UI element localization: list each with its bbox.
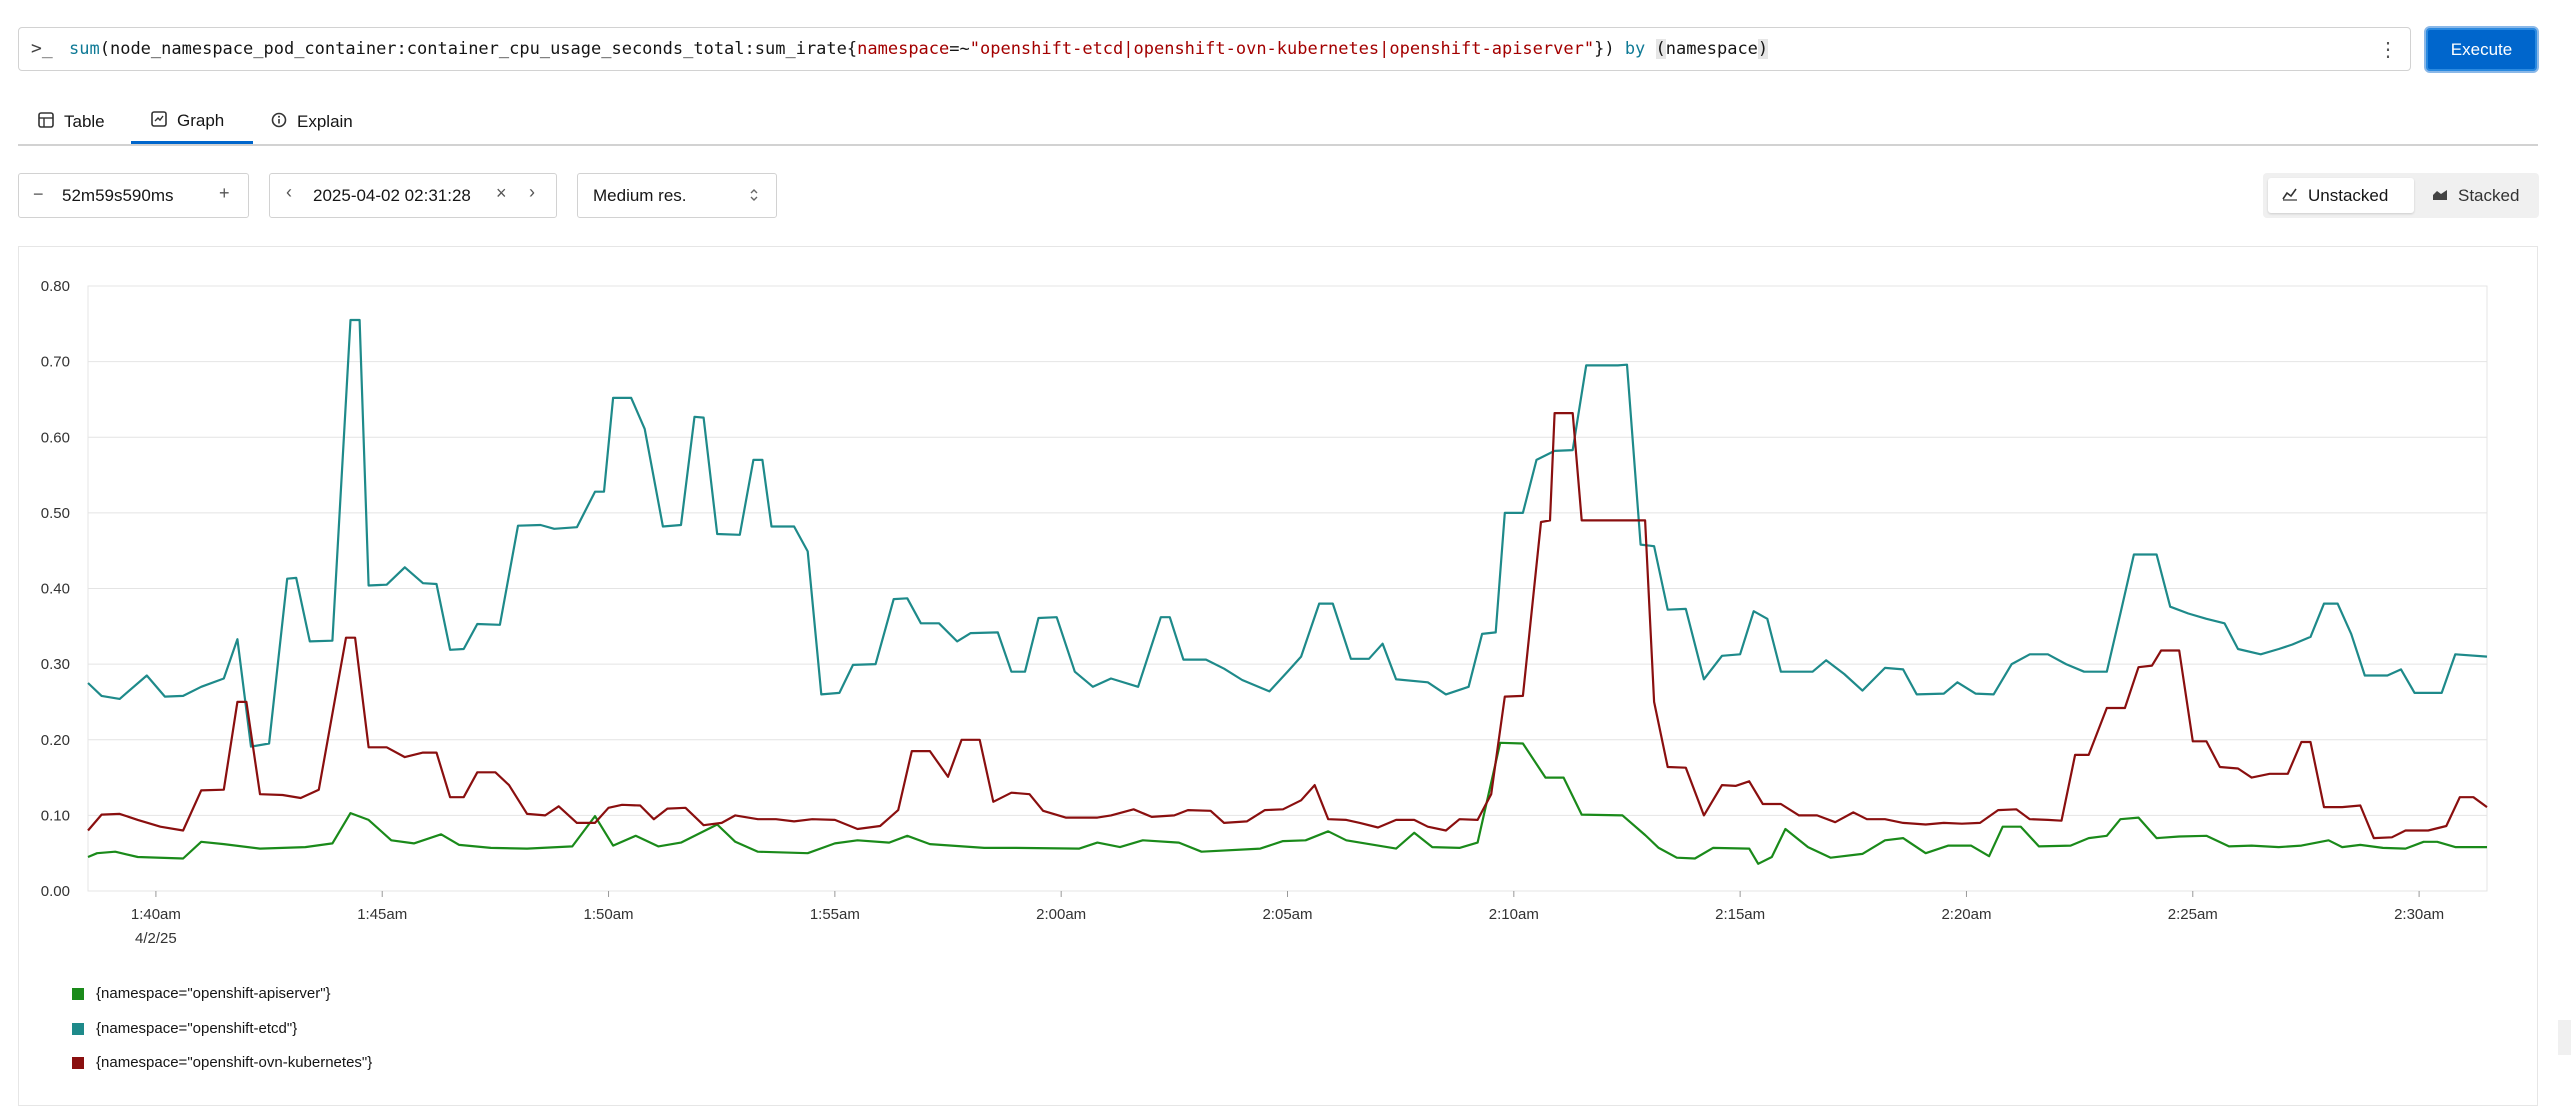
y-tick-label: 0.00 — [41, 883, 70, 900]
end-time-input: ‹ 2025-04-02 02:31:28 × › — [269, 173, 557, 218]
legend-label-etcd: {namespace="openshift-etcd"} — [96, 1020, 298, 1037]
query-label-value: "openshift-etcd|openshift-ovn-kubernetes… — [969, 39, 1595, 59]
legend-label-ovn: {namespace="openshift-ovn-kubernetes"} — [96, 1054, 373, 1071]
graph-icon — [151, 110, 167, 131]
range-increase-button[interactable]: + — [219, 183, 230, 203]
query-group-label: namespace — [1665, 39, 1758, 59]
series-line-apiserver — [87, 741, 2487, 865]
y-tick-label: 0.30 — [41, 656, 70, 673]
end-time-next-button[interactable]: › — [529, 182, 535, 202]
x-tick-label: 1:55am — [810, 906, 860, 923]
end-time-clear-button[interactable]: × — [496, 183, 507, 203]
tab-graph-label: Graph — [177, 110, 225, 130]
series-line-etcd — [87, 318, 2488, 748]
legend-item-apiserver[interactable]: {namespace="openshift-apiserver"} — [72, 985, 331, 1002]
x-tick-label: 2:30am — [2394, 906, 2444, 923]
legend-item-ovn[interactable]: {namespace="openshift-ovn-kubernetes"} — [72, 1054, 372, 1071]
x-tick-label: 2:25am — [2168, 906, 2218, 923]
query-metric: node_namespace_pod_container:container_c… — [109, 39, 847, 59]
end-time-prev-button[interactable]: ‹ — [286, 182, 292, 202]
range-decrease-button[interactable]: − — [33, 184, 44, 204]
y-tick-label: 0.40 — [41, 581, 70, 598]
query-by-keyword: by — [1624, 39, 1646, 59]
info-icon — [271, 112, 287, 132]
stacking-toggle: Unstacked Stacked — [2263, 173, 2539, 218]
x-tick-label: 2:10am — [1489, 906, 1539, 923]
unstacked-icon — [2282, 186, 2298, 206]
y-tick-label: 0.20 — [41, 732, 70, 749]
legend-swatch-apiserver — [72, 987, 84, 1000]
x-tick-label: 1:40am — [131, 906, 181, 923]
query-expression[interactable]: sum(node_namespace_pod_container:contain… — [69, 39, 1769, 59]
y-tick-label: 0.70 — [41, 354, 70, 371]
tab-explain[interactable]: Explain — [271, 100, 381, 144]
y-tick-label: 0.60 — [41, 429, 70, 446]
select-toggle-icon — [748, 186, 760, 209]
legend-label-apiserver: {namespace="openshift-apiserver"} — [96, 985, 331, 1002]
series-line-ovn — [87, 412, 2488, 840]
query-brace-close: }) — [1594, 39, 1615, 59]
x-tick-label: 2:20am — [1941, 906, 1991, 923]
x-tick-label: 2:00am — [1036, 906, 1086, 923]
query-input[interactable]: >_ sum(node_namespace_pod_container:cont… — [18, 27, 2411, 71]
query-label-name: namespace — [857, 39, 950, 59]
query-function: sum — [69, 39, 100, 59]
scrollbar-corner[interactable] — [2558, 1020, 2571, 1055]
legend-item-etcd[interactable]: {namespace="openshift-etcd"} — [72, 1020, 297, 1037]
x-tick-label: 2:15am — [1715, 906, 1765, 923]
table-icon — [38, 112, 54, 132]
stacked-button[interactable]: Stacked — [2418, 178, 2534, 213]
tab-explain-label: Explain — [297, 112, 353, 131]
range-input: − 52m59s590ms + — [18, 173, 249, 218]
x-tick-label: 1:45am — [357, 906, 407, 923]
end-time-value[interactable]: 2025-04-02 02:31:28 — [313, 186, 471, 205]
range-value[interactable]: 52m59s590ms — [62, 186, 174, 205]
unstacked-label: Unstacked — [2308, 185, 2389, 205]
query-brace: { — [846, 39, 858, 59]
resolution-value: Medium res. — [593, 186, 687, 205]
legend-swatch-ovn — [72, 1056, 84, 1069]
stacked-label: Stacked — [2458, 185, 2520, 205]
y-tick-label: 0.50 — [41, 505, 70, 522]
stacked-icon — [2432, 186, 2448, 206]
query-operator: =~ — [949, 39, 970, 59]
view-tabs: Table Graph Explain — [18, 100, 2538, 146]
y-tick-label: 0.10 — [41, 807, 70, 824]
terminal-prompt-icon: >_ — [31, 38, 53, 59]
unstacked-button[interactable]: Unstacked — [2268, 178, 2414, 213]
query-paren: ( — [99, 39, 110, 59]
tab-graph[interactable]: Graph — [131, 100, 253, 144]
x-tick-label: 1:50am — [584, 906, 634, 923]
x-tick-date-label: 4/2/25 — [135, 930, 177, 947]
resolution-select[interactable]: Medium res. — [577, 173, 777, 218]
tab-table[interactable]: Table — [38, 100, 133, 144]
kebab-menu-icon[interactable]: ⋮ — [2378, 39, 2398, 61]
x-tick-label: 2:05am — [1262, 906, 1312, 923]
execute-button[interactable]: Execute — [2424, 26, 2539, 73]
y-tick-label: 0.80 — [41, 278, 70, 295]
query-group-paren-close: ) — [1757, 39, 1769, 59]
legend-swatch-etcd — [72, 1022, 84, 1035]
tab-table-label: Table — [64, 112, 105, 131]
query-group-paren-open: ( — [1655, 39, 1666, 59]
